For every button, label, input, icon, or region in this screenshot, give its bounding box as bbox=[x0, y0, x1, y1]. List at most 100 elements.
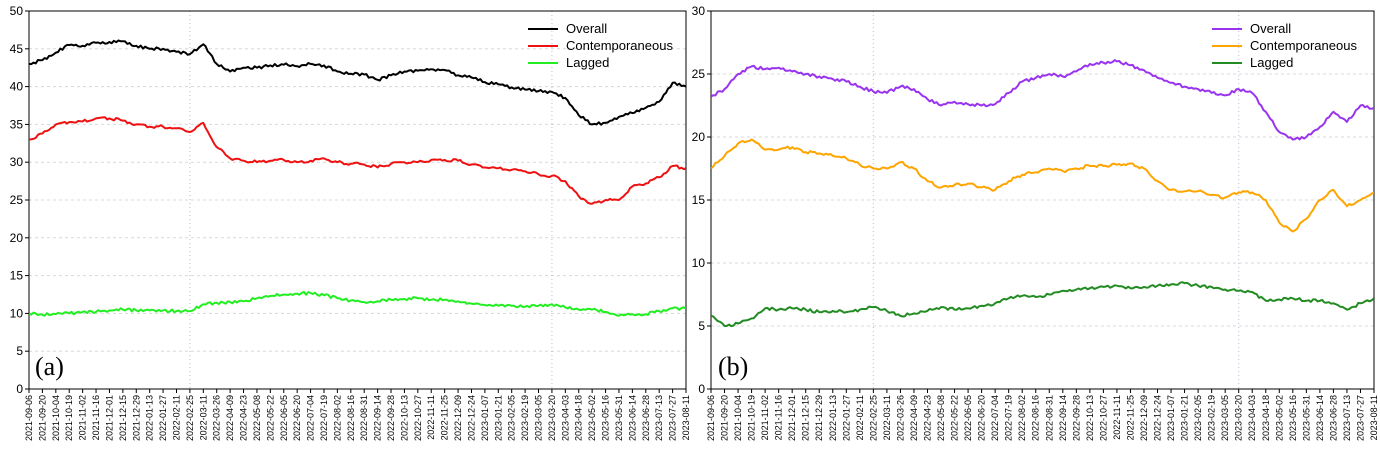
y-tick-label: 0 bbox=[16, 382, 23, 396]
x-tick-label: 2023-06-28 bbox=[1328, 395, 1338, 441]
x-tick-label: 2022-07-04 bbox=[990, 395, 1000, 441]
x-tick-label: 2022-12-09 bbox=[453, 395, 463, 441]
x-tick-label: 2023-03-05 bbox=[1220, 395, 1230, 441]
x-tick-label: 2022-07-19 bbox=[1004, 395, 1014, 441]
x-tick-label: 2023-07-27 bbox=[668, 395, 678, 441]
x-tick-label: 2022-11-11 bbox=[1112, 395, 1122, 440]
y-tick-label: 45 bbox=[10, 42, 24, 56]
x-tick-label: 2021-12-15 bbox=[801, 395, 811, 441]
legend-label: Overall bbox=[1250, 21, 1291, 36]
x-tick-label: 2023-03-20 bbox=[1234, 395, 1244, 441]
x-tick-label: 2021-11-02 bbox=[760, 395, 770, 440]
x-tick-label: 2021-12-29 bbox=[814, 395, 824, 441]
x-tick-label: 2023-04-03 bbox=[1247, 395, 1257, 441]
x-tick-label: 2022-02-11 bbox=[855, 395, 865, 440]
x-tick-label: 2022-12-24 bbox=[466, 395, 476, 441]
x-tick-label: 2023-04-03 bbox=[560, 395, 570, 441]
x-tick-label: 2021-10-19 bbox=[64, 395, 74, 441]
x-tick-label: 2021-10-04 bbox=[733, 395, 743, 441]
x-tick-label: 2023-02-19 bbox=[1207, 395, 1217, 441]
panel-label: (b) bbox=[718, 352, 748, 381]
y-tick-label: 35 bbox=[10, 117, 24, 131]
x-tick-label: 2023-03-20 bbox=[547, 395, 557, 441]
x-tick-label: 2023-01-21 bbox=[1180, 395, 1190, 441]
x-tick-label: 2023-04-18 bbox=[1261, 395, 1271, 441]
x-tick-label: 2022-04-09 bbox=[225, 395, 235, 441]
x-tick-label: 2022-09-14 bbox=[373, 395, 383, 441]
x-tick-label: 2023-04-18 bbox=[574, 395, 584, 441]
x-tick-label: 2023-03-05 bbox=[534, 395, 544, 441]
x-tick-label: 2022-10-13 bbox=[1085, 395, 1095, 441]
x-tick-label: 2022-03-11 bbox=[882, 395, 892, 440]
x-tick-label: 2022-10-27 bbox=[1098, 395, 1108, 441]
x-tick-label: 2023-06-14 bbox=[627, 395, 637, 441]
x-tick-label: 2023-05-02 bbox=[1274, 395, 1284, 441]
x-tick-label: 2022-09-14 bbox=[1058, 395, 1068, 441]
series-line-overall bbox=[711, 59, 1374, 141]
legend-label: Lagged bbox=[566, 55, 609, 70]
x-tick-label: 2022-07-04 bbox=[306, 395, 316, 441]
y-tick-label: 20 bbox=[692, 130, 706, 144]
x-tick-label: 2022-06-05 bbox=[279, 395, 289, 441]
x-tick-label: 2021-11-16 bbox=[774, 395, 784, 440]
x-tick-label: 2021-11-02 bbox=[78, 395, 88, 440]
x-tick-label: 2022-10-13 bbox=[399, 395, 409, 441]
x-tick-label: 2022-03-26 bbox=[212, 395, 222, 441]
x-tick-label: 2022-02-25 bbox=[868, 395, 878, 441]
x-tick-label: 2022-06-20 bbox=[292, 395, 302, 441]
x-tick-label: 2022-09-28 bbox=[386, 395, 396, 441]
y-tick-label: 10 bbox=[10, 306, 24, 320]
x-tick-label: 2022-03-11 bbox=[198, 395, 208, 440]
x-tick-label: 2022-05-08 bbox=[252, 395, 262, 441]
x-tick-label: 2022-08-31 bbox=[359, 395, 369, 441]
x-tick-label: 2022-04-23 bbox=[922, 395, 932, 441]
x-tick-label: 2022-12-24 bbox=[1153, 395, 1163, 441]
panel-label: (a) bbox=[35, 352, 64, 381]
x-tick-label: 2022-05-08 bbox=[936, 395, 946, 441]
x-tick-label: 2022-08-02 bbox=[1017, 395, 1027, 441]
series-line-overall bbox=[29, 39, 686, 126]
x-tick-label: 2022-06-20 bbox=[977, 395, 987, 441]
x-tick-label: 2021-11-16 bbox=[91, 395, 101, 440]
x-tick-label: 2023-02-19 bbox=[520, 395, 530, 441]
x-tick-label: 2022-04-09 bbox=[909, 395, 919, 441]
x-tick-label: 2023-07-27 bbox=[1355, 395, 1365, 441]
x-tick-label: 2023-01-07 bbox=[480, 395, 490, 441]
x-tick-label: 2022-06-05 bbox=[963, 395, 973, 441]
x-tick-label: 2023-07-13 bbox=[654, 395, 664, 441]
series-line-lagged bbox=[711, 281, 1374, 328]
x-tick-label: 2021-12-29 bbox=[131, 395, 141, 441]
x-tick-label: 2021-09-06 bbox=[706, 395, 716, 441]
x-tick-label: 2022-01-13 bbox=[828, 395, 838, 441]
x-tick-label: 2022-08-16 bbox=[346, 395, 356, 441]
y-tick-label: 15 bbox=[692, 193, 706, 207]
x-tick-label: 2022-08-16 bbox=[1031, 395, 1041, 441]
x-tick-label: 2022-04-23 bbox=[239, 395, 249, 441]
x-tick-label: 2022-10-27 bbox=[413, 395, 423, 441]
x-tick-label: 2023-05-31 bbox=[614, 395, 624, 441]
x-tick-label: 2022-05-22 bbox=[950, 395, 960, 441]
x-tick-label: 2022-01-27 bbox=[158, 395, 168, 441]
y-tick-label: 40 bbox=[10, 80, 24, 94]
x-tick-label: 2023-02-05 bbox=[1193, 395, 1203, 441]
x-tick-label: 2022-02-25 bbox=[185, 395, 195, 441]
y-tick-label: 5 bbox=[16, 344, 23, 358]
x-tick-label: 2022-02-11 bbox=[171, 395, 181, 440]
y-tick-label: 0 bbox=[698, 382, 705, 396]
x-tick-label: 2023-02-05 bbox=[507, 395, 517, 441]
x-tick-label: 2021-10-04 bbox=[51, 395, 61, 441]
x-tick-label: 2022-01-13 bbox=[145, 395, 155, 441]
legend-label: Contemporaneous bbox=[1250, 38, 1357, 53]
x-tick-label: 2023-05-31 bbox=[1301, 395, 1311, 441]
series-line-lagged bbox=[29, 290, 686, 317]
x-tick-label: 2022-11-25 bbox=[440, 395, 450, 440]
x-tick-label: 2022-11-11 bbox=[426, 395, 436, 440]
x-tick-label: 2022-01-27 bbox=[841, 395, 851, 441]
x-tick-label: 2022-07-19 bbox=[319, 395, 329, 441]
legend-label: Overall bbox=[566, 21, 607, 36]
x-tick-label: 2023-08-11 bbox=[681, 395, 691, 440]
y-tick-label: 25 bbox=[10, 193, 24, 207]
series-line-contemporaneous bbox=[29, 116, 686, 205]
legend-label: Contemporaneous bbox=[566, 38, 673, 53]
